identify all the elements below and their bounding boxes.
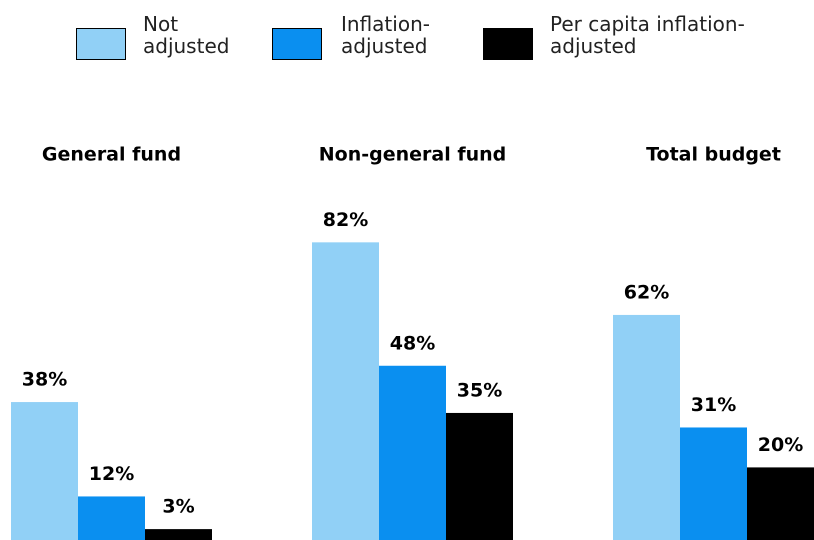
bar bbox=[312, 242, 379, 540]
value-label: 82% bbox=[323, 209, 368, 231]
bar bbox=[379, 365, 446, 540]
bar bbox=[11, 402, 78, 540]
value-label: 12% bbox=[89, 463, 134, 485]
bar bbox=[145, 529, 212, 540]
legend-swatch bbox=[76, 28, 126, 60]
legend-label: Not adjusted bbox=[143, 12, 230, 58]
bar bbox=[747, 467, 814, 540]
bar bbox=[78, 496, 145, 540]
legend-swatch bbox=[272, 28, 322, 60]
value-label: 48% bbox=[390, 332, 435, 354]
bar bbox=[613, 314, 680, 540]
group-title: General fund bbox=[42, 144, 181, 166]
value-label: 38% bbox=[22, 369, 67, 391]
value-label: 35% bbox=[457, 379, 502, 401]
legend-label: Per capita inflation-adjusted bbox=[550, 12, 745, 58]
value-label: 20% bbox=[758, 434, 803, 456]
value-label: 3% bbox=[162, 496, 194, 518]
value-label: 31% bbox=[691, 394, 736, 416]
bar bbox=[680, 427, 747, 540]
value-label: 62% bbox=[624, 281, 669, 303]
bar bbox=[446, 412, 513, 540]
group-title: Non-general fund bbox=[319, 144, 507, 166]
legend-swatch bbox=[483, 28, 533, 60]
legend-label: Inflation-adjusted bbox=[341, 12, 430, 58]
group-title: Total budget bbox=[646, 144, 781, 166]
